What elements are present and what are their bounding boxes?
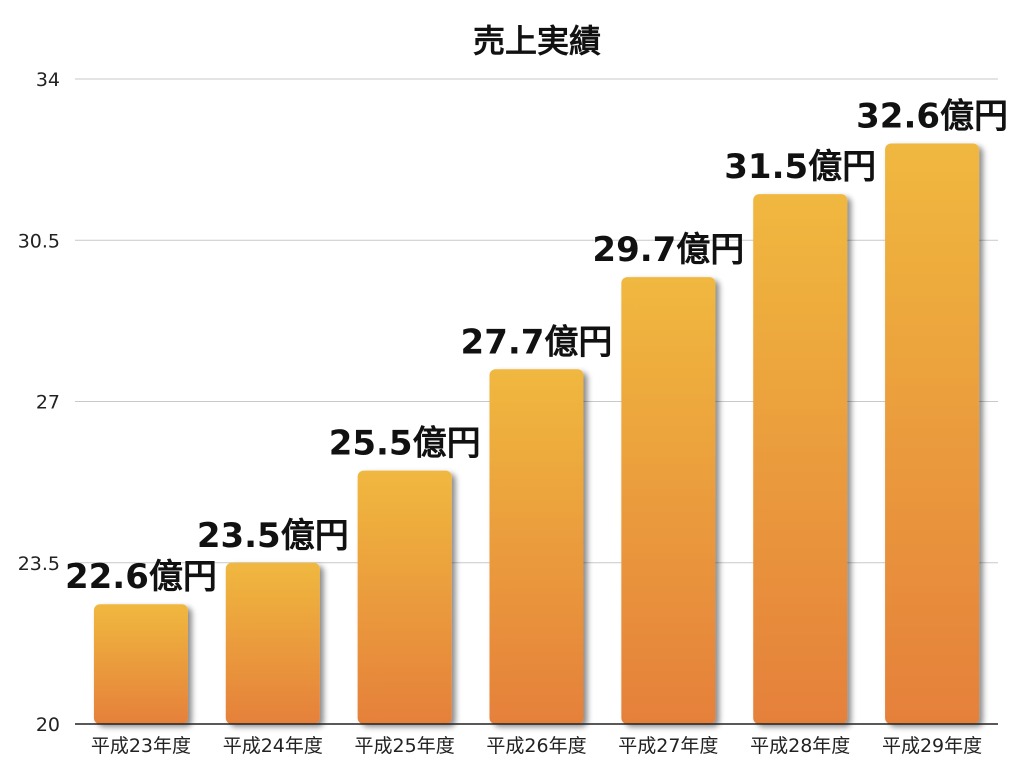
data-label: 29.7億円: [592, 230, 744, 270]
chart-title: 売上実績: [473, 22, 601, 60]
data-label: 27.7億円: [461, 322, 613, 362]
y-tick-label: 34: [36, 69, 60, 91]
y-tick-label: 27: [36, 392, 60, 414]
bar: [489, 369, 584, 724]
x-axis-ticks: 平成23年度 平成24年度 平成25年度 平成26年度 平成27年度 平成28年度 平成29…: [91, 735, 982, 757]
bars: [93, 143, 980, 724]
x-tick-label: 平成23年度: [91, 735, 191, 757]
y-tick-label: 20: [36, 714, 60, 736]
y-tick-label: 23.5: [18, 553, 60, 575]
x-tick-label: 平成28年度: [750, 735, 850, 757]
x-tick-label: 平成29年度: [882, 735, 982, 757]
data-label: 22.6億円: [65, 557, 217, 597]
bar: [621, 277, 716, 724]
bar: [753, 194, 848, 724]
data-label: 31.5億円: [724, 147, 876, 187]
x-tick-label: 平成25年度: [355, 735, 455, 757]
data-label: 32.6億円: [856, 97, 1008, 137]
bar: [357, 470, 452, 724]
y-axis-ticks: 20 23.5 27 30.5 34: [18, 69, 60, 736]
bar: [93, 604, 188, 724]
bar: [225, 562, 320, 724]
data-label: 23.5億円: [197, 516, 349, 556]
x-tick-label: 平成26年度: [486, 735, 586, 757]
data-label: 25.5億円: [329, 424, 481, 464]
x-tick-label: 平成24年度: [223, 735, 323, 757]
x-tick-label: 平成27年度: [618, 735, 718, 757]
y-tick-label: 30.5: [18, 230, 60, 252]
bar: [885, 143, 980, 724]
